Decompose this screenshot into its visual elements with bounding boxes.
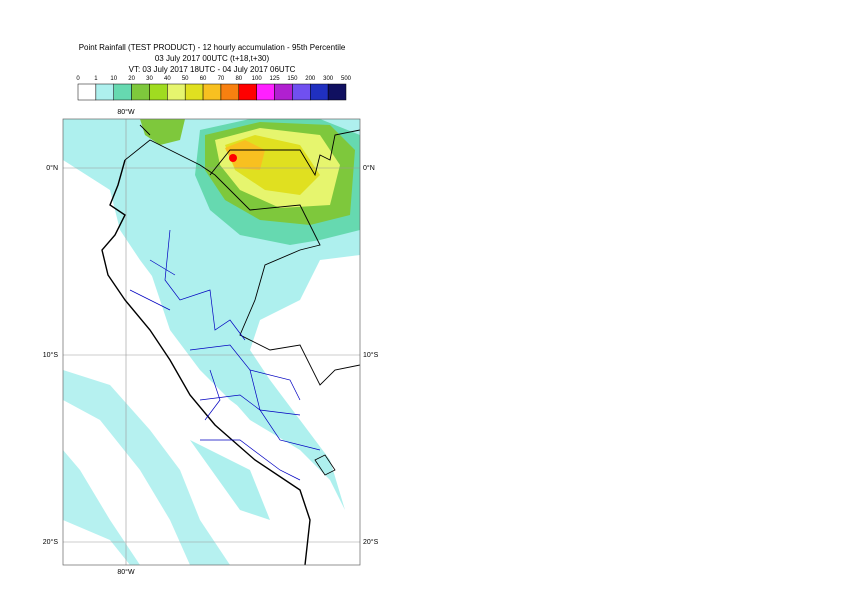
- legend-label: 100: [252, 76, 263, 82]
- legend-label: 0: [76, 76, 80, 82]
- valid-time: VT: 03 July 2017 18UTC - 04 July 2017 06…: [129, 65, 296, 74]
- legend-swatch: [149, 83, 168, 101]
- map: [63, 119, 360, 565]
- legend-label: 300: [323, 76, 334, 82]
- legend-label: 40: [164, 76, 171, 82]
- legend-label: 1: [94, 76, 98, 82]
- lat-label-right: 20°S: [363, 538, 379, 546]
- legend-label: 150: [287, 76, 298, 82]
- legend-label: 125: [270, 76, 281, 82]
- graticule: [63, 119, 360, 565]
- lat-labels: 0°N 0°N 10°S 10°S 20°S 20°S: [43, 164, 379, 546]
- legend-swatch: [238, 83, 257, 101]
- legend-swatch: [292, 83, 311, 101]
- legend-label: 10: [110, 76, 117, 82]
- legend-label: 500: [341, 76, 352, 82]
- legend-swatch: [95, 83, 114, 101]
- legend: 0 1 10 20 30 40 50 60 70 80 100 125 150 200 300 500: [76, 76, 352, 101]
- legend-label: 30: [146, 76, 153, 82]
- legend-label: 80: [235, 76, 242, 82]
- legend-swatch: [167, 83, 186, 101]
- lon-label-top: 80°W: [117, 108, 135, 116]
- borders: [101, 124, 360, 565]
- dry-gaps: [63, 400, 190, 565]
- legend-label: 20: [128, 76, 135, 82]
- legend-label: 200: [305, 76, 316, 82]
- legend-swatch: [202, 83, 222, 101]
- legend-swatch: [184, 83, 204, 101]
- title: Point Rainfall (TEST PRODUCT) - 12 hourl…: [79, 43, 346, 52]
- legend-swatch: [310, 83, 329, 101]
- lat-label-left: 10°S: [43, 351, 59, 359]
- legend-label: 60: [200, 76, 207, 82]
- lon-label-bottom: 80°W: [117, 568, 135, 576]
- lat-label-left: 20°S: [43, 538, 59, 546]
- lat-label-left: 0°N: [46, 164, 58, 172]
- legend-swatch: [77, 83, 97, 101]
- legend-label: 70: [218, 76, 225, 82]
- legend-swatch: [256, 83, 275, 101]
- map-frame: [62, 118, 361, 566]
- legend-swatch: [274, 83, 293, 101]
- legend-label: 50: [182, 76, 189, 82]
- legend-swatch: [113, 83, 132, 101]
- legend-swatch: [131, 83, 150, 101]
- legend-swatch: [220, 83, 240, 101]
- lat-label-right: 0°N: [363, 164, 375, 172]
- lat-label-right: 10°S: [363, 351, 379, 359]
- base-time: 03 July 2017 00UTC (t+18,t+30): [155, 54, 270, 63]
- legend-swatch: [327, 83, 347, 101]
